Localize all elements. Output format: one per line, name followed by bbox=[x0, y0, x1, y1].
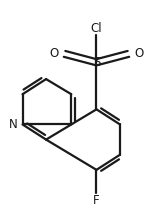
Text: O: O bbox=[49, 47, 58, 60]
Text: S: S bbox=[93, 56, 100, 69]
Text: F: F bbox=[93, 194, 100, 207]
Text: N: N bbox=[9, 118, 18, 131]
Text: O: O bbox=[135, 47, 144, 60]
Text: Cl: Cl bbox=[91, 22, 102, 35]
